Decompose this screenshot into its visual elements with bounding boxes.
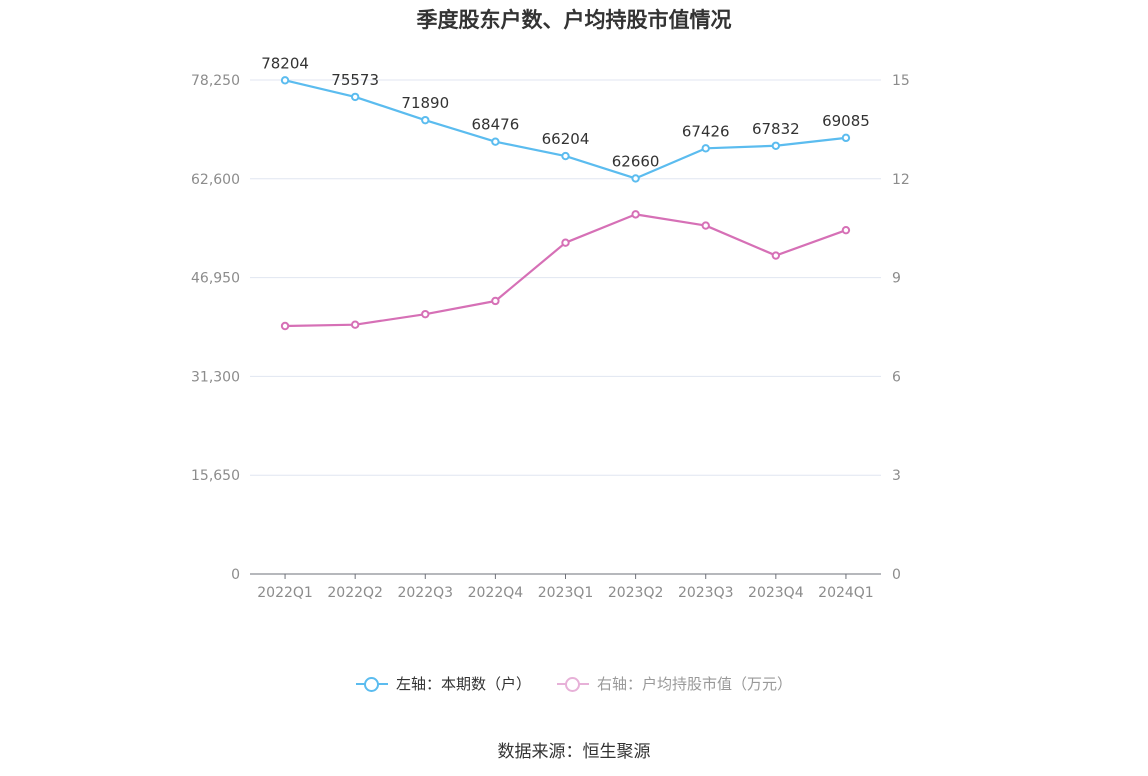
data-source: 数据来源：恒生聚源	[497, 742, 651, 762]
right-axis-tick-label: 6	[892, 369, 901, 385]
legend: 左轴：本期数（户） 右轴：户均持股市值（万元）	[0, 673, 1148, 694]
right-axis-tick-label: 0	[892, 567, 901, 583]
data-point-holders	[421, 115, 430, 125]
data-point-holders	[491, 137, 500, 146]
data-label: 75573	[331, 71, 379, 89]
data-point-holders	[280, 76, 290, 85]
data-point-holders	[631, 174, 640, 183]
legend-label: 右轴：户均持股市值（万元）	[597, 675, 793, 693]
left-axis-tick-label: 31,300	[191, 369, 240, 385]
data-point-holders	[350, 92, 360, 102]
data-point-holders	[841, 133, 851, 143]
left-axis-tick-label: 15,650	[191, 468, 240, 484]
data-point-avg-value	[350, 320, 360, 329]
x-axis-tick-label: 2023Q1	[538, 585, 594, 601]
axes: 0 0 15,650 3 31,300 6 46,950 9 62,600 12 78,250 15 2…	[191, 73, 910, 601]
data-point-avg-value	[771, 251, 781, 260]
data-label: 71890	[401, 94, 449, 112]
data-point-avg-value	[701, 221, 710, 230]
x-axis-tick-label: 2022Q4	[468, 585, 524, 601]
x-axis-tick-label: 2023Q3	[678, 585, 734, 601]
data-point-holders	[701, 144, 710, 153]
data-point-holders	[561, 151, 570, 161]
data-label: 68476	[472, 116, 520, 134]
data-labels: 78204 75573 71890 68476 66204 62660 67426 67832…	[261, 54, 870, 170]
x-axis-tick-label: 2023Q2	[608, 585, 664, 601]
left-axis-tick-label: 46,950	[191, 271, 240, 287]
data-label: 78204	[261, 54, 309, 72]
right-axis-tick-label: 12	[892, 172, 910, 188]
series-line-avg-value	[285, 213, 847, 328]
grid-lines	[250, 79, 881, 476]
data-label: 69085	[822, 112, 870, 130]
right-axis-tick-label: 3	[892, 468, 901, 484]
x-axis-tick-label: 2022Q3	[397, 585, 453, 601]
left-axis-tick-label: 78,250	[191, 73, 240, 89]
right-axis-tick-label: 9	[892, 271, 901, 287]
data-point-avg-value	[561, 238, 570, 247]
data-point-avg-value	[841, 225, 851, 235]
x-axis-tick-label: 2022Q2	[327, 585, 383, 601]
data-point-avg-value	[631, 210, 640, 219]
series-lines	[280, 76, 851, 331]
legend-line-icon-blue	[355, 676, 388, 692]
data-label: 67426	[682, 122, 730, 140]
legend-item-right-axis[interactable]: 右轴：户均持股市值（万元）	[557, 673, 792, 694]
left-axis-tick-label: 0	[231, 567, 240, 583]
x-axis-tick-label: 2024Q1	[818, 585, 874, 601]
chart-title: 季度股东户数、户均持股市值情况	[416, 8, 732, 32]
data-label: 66204	[542, 130, 590, 148]
legend-label: 左轴：本期数（户）	[395, 675, 531, 693]
legend-item-left-axis[interactable]: 左轴：本期数（户）	[355, 673, 531, 694]
data-point-avg-value	[491, 296, 500, 306]
data-label: 67832	[752, 120, 800, 138]
data-point-avg-value	[421, 309, 430, 319]
right-axis-tick-label: 15	[892, 73, 910, 89]
data-point-holders	[771, 141, 781, 150]
legend-line-icon-pink	[557, 676, 589, 692]
data-label: 62660	[612, 152, 660, 170]
left-axis-tick-label: 62,600	[191, 172, 240, 188]
line-chart: 0 0 15,650 3 31,300 6 46,950 9 62,600 12 78,250 15 2…	[191, 54, 910, 601]
data-point-avg-value	[280, 321, 290, 331]
x-axis-tick-label: 2023Q4	[748, 585, 804, 601]
x-axis-tick-label: 2022Q1	[257, 585, 313, 601]
